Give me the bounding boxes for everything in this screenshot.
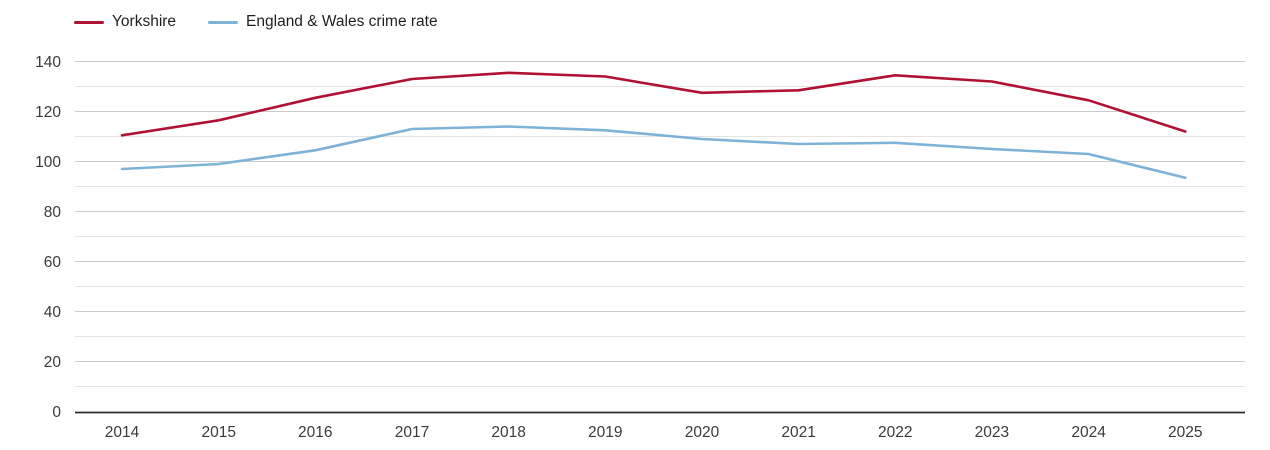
y-tick-label-40: 40 bbox=[44, 304, 62, 321]
y-tick-label-20: 20 bbox=[44, 354, 62, 371]
y-tick-label-120: 120 bbox=[35, 104, 61, 121]
x-tick-label-2018: 2018 bbox=[491, 424, 525, 441]
x-tick-label-2016: 2016 bbox=[298, 424, 332, 441]
y-tick-label-60: 60 bbox=[44, 254, 62, 271]
x-tick-label-2019: 2019 bbox=[588, 424, 622, 441]
x-tick-label-2020: 2020 bbox=[685, 424, 720, 441]
x-tick-label-2014: 2014 bbox=[105, 424, 140, 441]
legend-label-yorkshire: Yorkshire bbox=[112, 13, 177, 30]
y-tick-label-80: 80 bbox=[44, 204, 62, 221]
x-tick-label-2025: 2025 bbox=[1168, 424, 1202, 441]
legend-item-england-wales[interactable]: England & Wales crime rate bbox=[208, 13, 438, 31]
x-tick-label-2021: 2021 bbox=[781, 424, 815, 441]
legend-label-england-wales: England & Wales crime rate bbox=[246, 13, 438, 30]
x-tick-label-2015: 2015 bbox=[201, 424, 235, 441]
series-line-yorkshire bbox=[120, 71, 1187, 137]
legend-item-yorkshire[interactable]: Yorkshire bbox=[74, 13, 176, 31]
x-tick-label-2023: 2023 bbox=[975, 424, 1009, 441]
y-tick-label-0: 0 bbox=[52, 404, 61, 421]
x-tick-label-2017: 2017 bbox=[395, 424, 429, 441]
x-tick-label-2022: 2022 bbox=[878, 424, 912, 441]
y-tick-label-100: 100 bbox=[35, 154, 61, 171]
chart-legend: Yorkshire England & Wales crime rate bbox=[74, 13, 438, 31]
x-tick-label-2024: 2024 bbox=[1071, 424, 1106, 441]
england-wales-line-swatch bbox=[208, 20, 239, 24]
y-tick-label-140: 140 bbox=[35, 54, 61, 71]
series-line-england-wales-crime-rate bbox=[120, 125, 1187, 180]
yorkshire-line-swatch bbox=[74, 20, 104, 24]
